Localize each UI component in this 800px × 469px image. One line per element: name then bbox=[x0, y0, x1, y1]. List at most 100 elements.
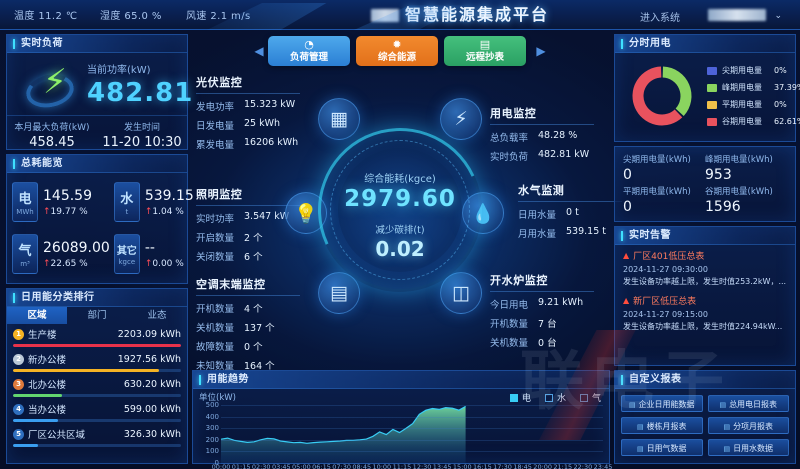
chart-x-tick: 23:45 bbox=[593, 463, 613, 469]
kpi-value: 3.547 kW bbox=[244, 211, 290, 222]
realtime-load-panel: 实时负荷 ⚡ 当前功率(kW) 482.81 本月最大负荷(kW) 458.45… bbox=[6, 34, 192, 150]
rank-name: 北办公楼 bbox=[28, 380, 67, 391]
tou-legend-percent: 0% bbox=[774, 100, 787, 109]
tou-legend-item[interactable]: 谷期用电量 62.61% bbox=[707, 116, 800, 127]
other-icon: 其它 kgce bbox=[113, 234, 140, 274]
kpi-value: 15.323 kW bbox=[244, 99, 296, 110]
chart-gridline bbox=[221, 439, 603, 441]
lighting-monitor-group: 照明监控 实时功率 3.547 kW 开启数量 2 个关闭数量 6 个 bbox=[196, 186, 300, 268]
nav-next-arrow[interactable]: ▶ bbox=[536, 44, 546, 58]
ranking-group-tabs: 区域 部门 业态 bbox=[7, 307, 187, 324]
report-button[interactable]: ▤ 总用电日报表 bbox=[707, 395, 789, 412]
energy-cell-gas: 气 m³ 26089.00 ↑22.65 % bbox=[12, 230, 110, 278]
donut-segment bbox=[632, 66, 683, 126]
file-icon: ▤ bbox=[636, 423, 644, 431]
electricity-monitor-group: 用电监控 总负载率 48.28 % 实时负荷 482.81 kW bbox=[490, 105, 594, 168]
core-energy-gauge: 综合能耗(kgce) 2979.60 减少碳排(t) 0.02 bbox=[294, 104, 506, 316]
tou-legend-swatch bbox=[707, 117, 717, 126]
tou-legend-item[interactable]: 尖期用电量 0% bbox=[707, 65, 800, 76]
rank-value: 2203.09 kWh bbox=[117, 328, 181, 340]
chevron-down-icon[interactable]: ⌄ bbox=[774, 11, 782, 21]
alarm-bell-icon: ▲ bbox=[623, 296, 630, 305]
tou-legend-item[interactable]: 峰期用电量 37.39% bbox=[707, 82, 800, 93]
rank-bar bbox=[13, 419, 181, 422]
lightbulb-icon: 💡 bbox=[285, 192, 327, 234]
core-inner-glow bbox=[338, 148, 462, 272]
chart-x-tick: 16:15 bbox=[472, 463, 492, 469]
file-icon: ▤ bbox=[636, 445, 644, 453]
alarm-list: ▲ 厂区401低压总表 2024-11-27 09:30:00 发生设备功率越上限，发… bbox=[615, 245, 795, 343]
file-icon: ▤ bbox=[723, 445, 731, 453]
kpi-row: 关机数量 137 个 bbox=[196, 320, 300, 334]
chart-x-tick: 13:45 bbox=[432, 463, 452, 469]
alarm-item[interactable]: ▲ 厂区401低压总表 2024-11-27 09:30:00 发生设备功率越上限，发… bbox=[623, 249, 787, 287]
report-button[interactable]: ▤ 日用气数据 bbox=[621, 439, 703, 456]
report-button[interactable]: ▤ 企业日用能数据 bbox=[621, 395, 703, 412]
kpi-key: 发电功率 bbox=[196, 102, 235, 113]
chart-x-tick: 02:30 bbox=[251, 463, 271, 469]
ranking-row[interactable]: 5 厂区公共区域 326.30 kWh bbox=[13, 427, 181, 447]
report-button[interactable]: ▤ 分项月报表 bbox=[707, 417, 789, 434]
kpi-value: 9.21 kWh bbox=[538, 297, 584, 308]
rank-badge: 2 bbox=[13, 353, 24, 365]
nav-button-remote-meter[interactable]: ▤ 远程抄表 bbox=[444, 36, 526, 66]
ranking-row[interactable]: 3 北办公楼 630.20 kWh bbox=[13, 377, 181, 397]
nav-button-load-management[interactable]: ◔ 负荷管理 bbox=[268, 36, 350, 66]
report-button[interactable]: ▤ 日用水数据 bbox=[707, 439, 789, 456]
ranking-tab-area[interactable]: 区域 bbox=[7, 307, 67, 324]
nav-prev-arrow[interactable]: ◀ bbox=[254, 44, 264, 58]
occurrence-time-label: 发生时间 bbox=[123, 123, 160, 133]
kpi-value: 16206 kWh bbox=[244, 137, 299, 148]
rank-bar bbox=[13, 344, 181, 347]
enter-system-button[interactable]: 进入系统 bbox=[640, 13, 680, 24]
ranking-row[interactable]: 4 当办公楼 599.00 kWh bbox=[13, 402, 181, 422]
lighting-monitor-title: 照明监控 bbox=[196, 186, 300, 206]
file-icon: ▤ bbox=[628, 401, 636, 409]
report-button[interactable]: ▤ 楼栋月报表 bbox=[621, 417, 703, 434]
kpi-row: 开机数量 7 台 bbox=[490, 316, 594, 330]
nav-button-integrated-energy[interactable]: ✹ 综合能源 bbox=[356, 36, 438, 66]
file-icon: ▤ bbox=[723, 423, 731, 431]
ranking-tab-department[interactable]: 部门 bbox=[87, 310, 107, 321]
kpi-value: 137 个 bbox=[244, 323, 275, 334]
alarm-item[interactable]: ▲ 新厂区低压总表 2024-11-27 09:15:00 发生设备功率越上限，发生时… bbox=[623, 294, 787, 332]
chart-area-fill bbox=[221, 406, 466, 463]
tou-value-cell: 尖期用电量(kWh) 0 bbox=[623, 153, 705, 185]
kpi-row: 实时功率 3.547 kW bbox=[196, 211, 300, 225]
kpi-key: 日发电量 bbox=[196, 121, 235, 132]
tou-legend-swatch bbox=[707, 100, 717, 109]
bolt-icon: ⚡ bbox=[440, 98, 482, 140]
energy-trend-title: 用能趋势 bbox=[193, 371, 609, 389]
chart-y-tick: 100 bbox=[205, 447, 219, 456]
tou-legend: 尖期用电量 0% 峰期用电量 37.39% 平期用电量 0% 谷期用电量 62.61% bbox=[707, 65, 800, 133]
kpi-row: 未知数量 164 个 bbox=[196, 358, 300, 372]
realtime-alarm-panel: 实时告警 ▲ 厂区401低压总表 2024-11-27 09:30:00 发生设备功率… bbox=[614, 226, 796, 366]
bolt-ring-icon: ⚡ bbox=[23, 61, 77, 115]
boiler-icon: ◫ bbox=[440, 272, 482, 314]
total-energy-value: 2979.60 bbox=[344, 186, 456, 212]
ranking-tab-business[interactable]: 业态 bbox=[147, 310, 167, 321]
chart-x-tick: 21:15 bbox=[553, 463, 573, 469]
ranking-row[interactable]: 2 新办公楼 1927.56 kWh bbox=[13, 352, 181, 372]
trend-legend: 电 水 气 bbox=[509, 391, 601, 404]
legend-gas[interactable]: 气 bbox=[579, 391, 601, 404]
kpi-key: 未知数量 bbox=[196, 361, 235, 372]
realtime-load-title: 实时负荷 bbox=[7, 35, 187, 53]
rank-value: 326.30 kWh bbox=[123, 428, 181, 440]
title-area: 智慧能源集成平台 bbox=[330, 0, 590, 30]
legend-swatch-water bbox=[544, 393, 553, 402]
donut-segment bbox=[662, 66, 692, 116]
kpi-value: 482.81 kW bbox=[538, 149, 590, 160]
tou-legend-item[interactable]: 平期用电量 0% bbox=[707, 99, 800, 110]
ranking-row[interactable]: 1 生产楼 2203.09 kWh bbox=[13, 327, 181, 347]
legend-electricity[interactable]: 电 bbox=[509, 391, 531, 404]
kpi-key: 开机数量 bbox=[196, 304, 235, 315]
user-name-redacted[interactable] bbox=[708, 9, 766, 21]
tou-donut-wrap: 尖期用电量 0% 峰期用电量 37.39% 平期用电量 0% 谷期用电量 62.61% bbox=[615, 53, 800, 141]
water-gas-monitor-group: 水气监测 日用水量 0 t 月用水量 539.15 t bbox=[518, 182, 622, 245]
alarm-message: 发生设备功率越上限，发生时值253.2kW，... bbox=[623, 277, 787, 286]
legend-water[interactable]: 水 bbox=[544, 391, 566, 404]
hvac-monitor-rows: 开机数量 4 个关机数量 137 个故障数量 0 个未知数量 164 个 bbox=[196, 301, 300, 372]
kpi-value: 25 kWh bbox=[244, 118, 281, 129]
